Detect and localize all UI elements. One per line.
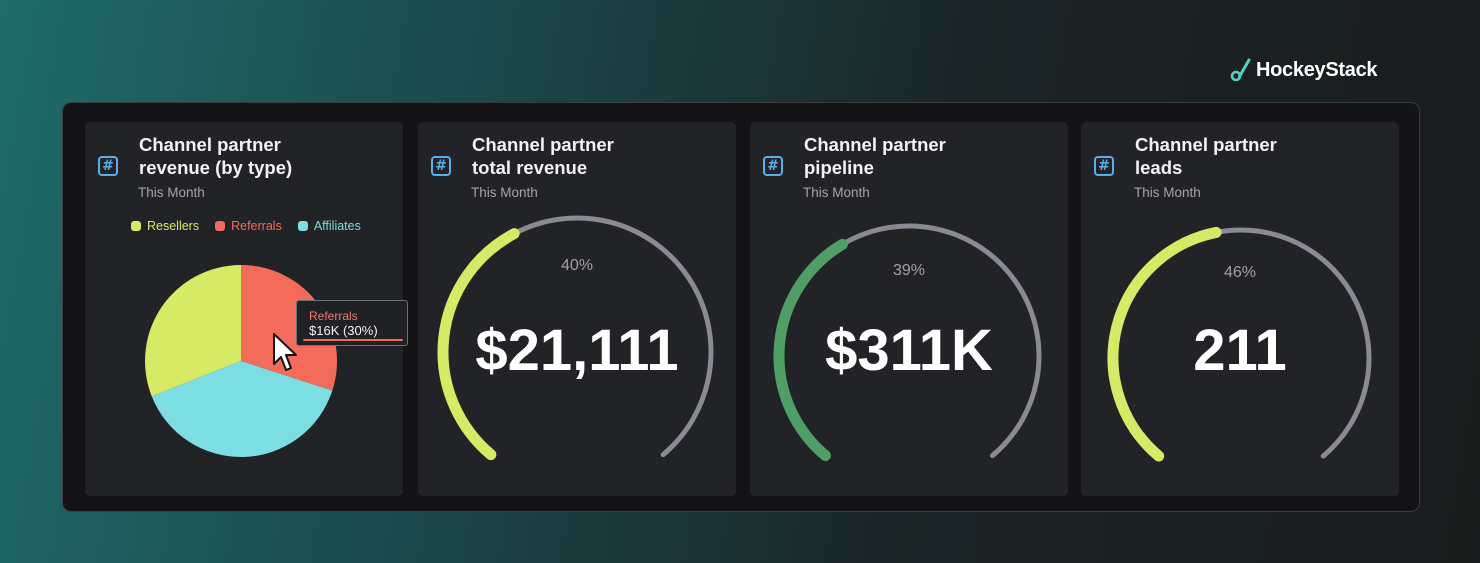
dashboard-panel: # Channel partner revenue (by type) This… (62, 102, 1420, 512)
pie-chart[interactable] (85, 122, 403, 496)
gauge-value: $311K (825, 318, 993, 383)
card-subtitle: This Month (471, 185, 538, 200)
card-title: Channel partner total revenue (472, 134, 614, 178)
gauge-value: 211 (1193, 318, 1287, 383)
pie-slice-affiliates[interactable] (151, 361, 333, 457)
gauge-percent: 40% (560, 257, 594, 274)
hash-icon: # (763, 156, 783, 176)
card-leads[interactable]: # Channel partner leads This Month 46% 2… (1081, 122, 1399, 496)
gauge-fill (773, 238, 848, 462)
legend-swatch (131, 221, 141, 231)
card-pipeline[interactable]: # Channel partner pipeline This Month 39… (750, 122, 1068, 496)
gauge-percent: 39% (892, 262, 926, 279)
tooltip-series-name: Referrals (309, 309, 358, 323)
hash-icon: # (431, 156, 451, 176)
legend-swatch (297, 221, 308, 231)
gauge-percent: 46% (1223, 264, 1257, 281)
card-subtitle: This Month (803, 185, 870, 200)
brand-name: HockeyStack (1256, 58, 1378, 81)
legend-item-affiliates[interactable]: Affiliates (297, 219, 361, 233)
mouse-cursor-icon (273, 333, 297, 371)
gauge-chart (437, 215, 714, 461)
gauge-track (839, 223, 1042, 459)
gauge-chart (1107, 226, 1372, 462)
card-title: Channel partner pipeline (804, 134, 946, 178)
pie-slice-resellers[interactable] (145, 265, 241, 397)
chart-tooltip: Referrals $16K (30%) (296, 300, 408, 346)
chart-legend: Resellers Referrals Affiliates (131, 219, 361, 233)
legend-item-resellers[interactable]: Resellers (131, 219, 199, 233)
legend-label: Resellers (147, 219, 200, 233)
legend-item-referrals[interactable]: Referrals (215, 219, 282, 233)
card-subtitle: This Month (138, 185, 205, 200)
legend-label: Referrals (231, 219, 282, 233)
gauge-fill (1107, 226, 1222, 462)
brand-logo: HockeyStack (1230, 56, 1378, 84)
hash-icon: # (1094, 156, 1114, 176)
gauge-track (511, 215, 714, 458)
gauge-fill (437, 228, 520, 461)
gauge-track (1213, 227, 1372, 459)
gauge-value: $21,111 (475, 318, 679, 383)
card-title: Channel partner revenue (by type) (139, 134, 293, 178)
legend-label: Affiliates (313, 219, 361, 233)
card-revenue-by-type[interactable]: # Channel partner revenue (by type) This… (85, 122, 408, 496)
tooltip-value: $16K (30%) (309, 323, 378, 338)
card-subtitle: This Month (1134, 185, 1201, 200)
legend-swatch (215, 221, 226, 231)
tooltip-underline (303, 339, 403, 341)
hockey-stick-icon (1230, 58, 1251, 82)
card-title: Channel partner leads (1135, 134, 1277, 178)
pie-slice-referrals[interactable] (241, 265, 337, 391)
gauge-chart (773, 223, 1042, 462)
hash-icon: # (98, 156, 118, 176)
card-total-revenue[interactable]: # Channel partner total revenue This Mon… (418, 122, 736, 496)
